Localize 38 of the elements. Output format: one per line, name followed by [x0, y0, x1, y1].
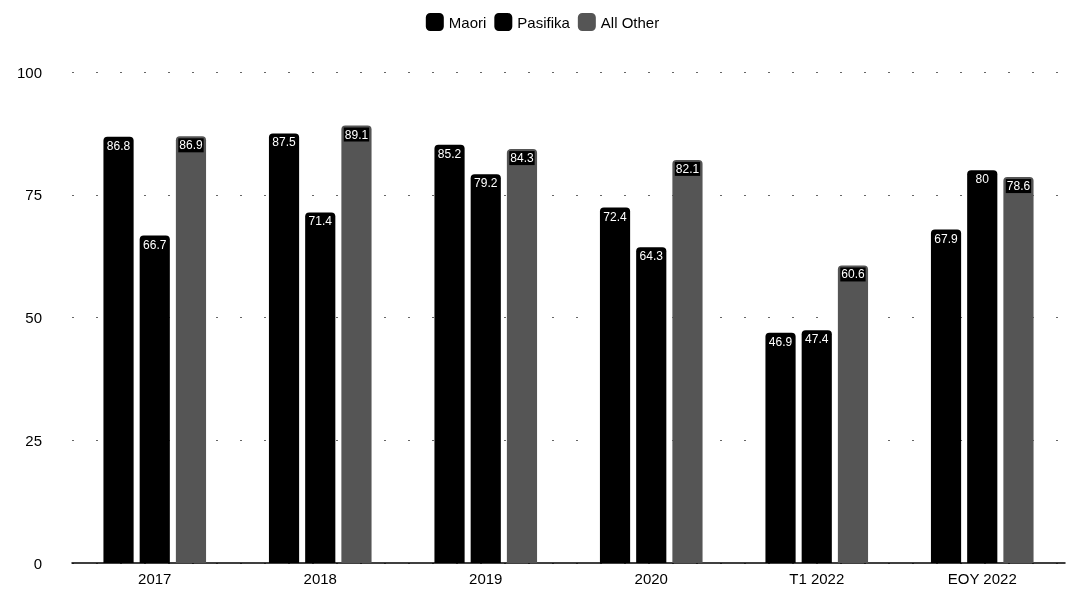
- x-tick-label: 2019: [469, 570, 503, 587]
- x-tick-label: 2017: [138, 570, 172, 587]
- bar: [1003, 177, 1034, 563]
- bar: [837, 265, 869, 563]
- data-label: 71.4: [308, 214, 333, 229]
- x-tick-label: T1 2022: [789, 570, 845, 587]
- legend-label: Maori: [448, 13, 487, 31]
- data-label: 72.4: [603, 209, 628, 224]
- data-label: 80: [975, 172, 990, 187]
- data-label: 66.7: [143, 237, 167, 252]
- bar: [341, 125, 372, 563]
- data-label: 47.4: [805, 332, 829, 347]
- data-label: 82.1: [675, 161, 700, 176]
- bar: [672, 159, 703, 563]
- legend-label: Pasifika: [517, 13, 571, 31]
- x-tick-label: 2018: [303, 570, 337, 587]
- data-label: 64.3: [639, 249, 664, 264]
- bar: [506, 149, 538, 563]
- data-label: 89.1: [344, 127, 369, 142]
- data-label: 67.9: [934, 231, 959, 246]
- data-label: 86.9: [179, 138, 203, 153]
- data-label: 46.9: [768, 334, 793, 349]
- data-label: 86.8: [106, 138, 131, 153]
- data-label: 87.5: [272, 135, 297, 150]
- x-tick-label: 2020: [634, 570, 668, 587]
- y-tick-label: 25: [25, 431, 42, 449]
- data-label: 84.3: [510, 151, 534, 166]
- data-label: 78.6: [1006, 179, 1031, 194]
- y-tick-label: 0: [33, 554, 42, 572]
- data-label: 60.6: [841, 267, 865, 282]
- legend-label: All Other: [600, 13, 660, 31]
- x-tick-label: EOY 2022: [947, 570, 1017, 587]
- data-label: 85.2: [437, 146, 462, 161]
- y-tick-label: 75: [25, 186, 42, 204]
- y-tick-label: 50: [25, 309, 42, 326]
- bar: [175, 136, 207, 563]
- data-label: 79.2: [474, 176, 498, 191]
- y-tick-label: 100: [16, 63, 42, 81]
